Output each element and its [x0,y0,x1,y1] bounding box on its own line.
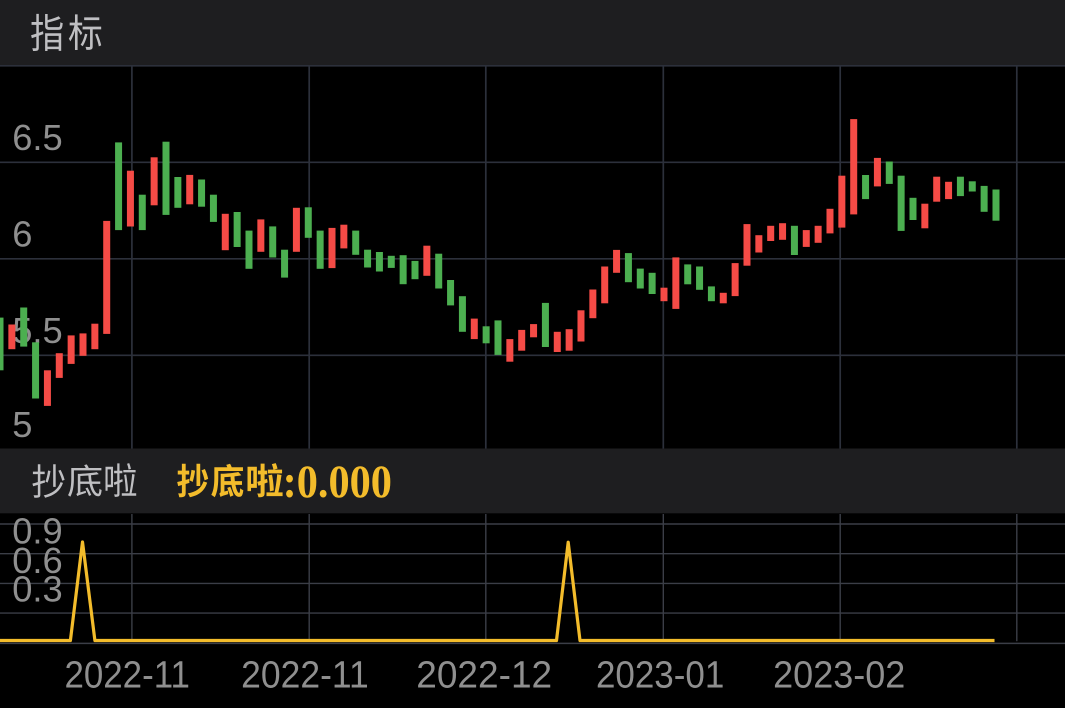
svg-text:2022-11: 2022-11 [64,654,190,696]
svg-text:6.5: 6.5 [12,117,62,158]
svg-text:0.6: 0.6 [12,540,62,581]
svg-text:6: 6 [12,214,32,255]
svg-text:2022-12: 2022-12 [416,654,552,696]
svg-text:5: 5 [12,404,32,445]
svg-text:2023-01: 2023-01 [596,654,724,696]
svg-text:2023-02: 2023-02 [773,654,905,696]
svg-text:0.9: 0.9 [12,511,62,552]
svg-text::0.000: :0.000 [283,457,392,508]
svg-text:2022-11: 2022-11 [241,654,369,696]
svg-text:0.3: 0.3 [12,568,62,609]
